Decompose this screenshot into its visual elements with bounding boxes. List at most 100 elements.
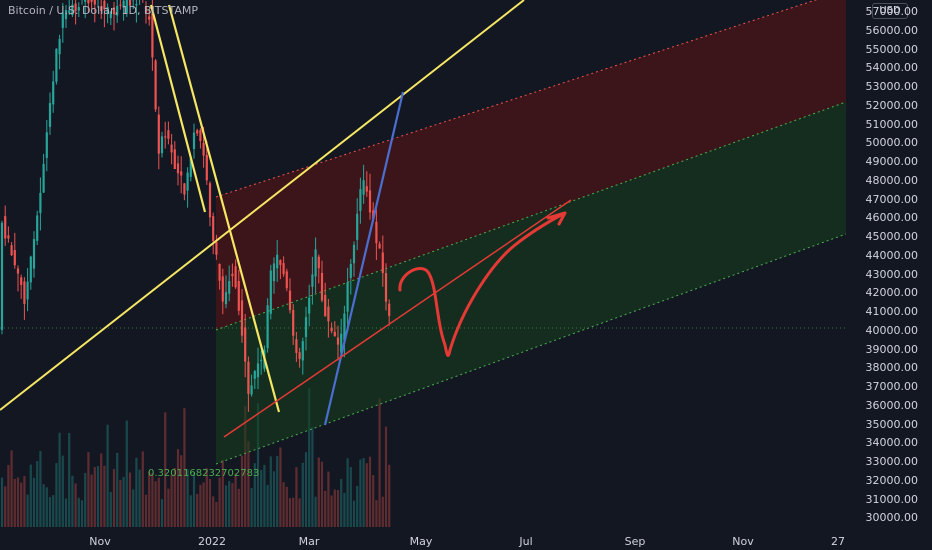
candle-body — [359, 189, 362, 211]
price-axis-label: 53000.00 — [865, 80, 919, 93]
price-axis-label: 37000.00 — [865, 380, 919, 393]
candle-body — [362, 180, 365, 195]
time-axis-label: 27 — [831, 535, 845, 548]
candle-body — [304, 317, 308, 337]
candle-body — [272, 263, 276, 282]
candle-body — [215, 241, 218, 255]
price-axis-label: 47000.00 — [865, 192, 919, 206]
price-axis-label: 55000.00 — [865, 42, 919, 56]
candle-body — [314, 249, 317, 277]
volume-bar — [256, 403, 260, 527]
price-axis-label: 44000.00 — [865, 248, 919, 262]
volume-bar — [29, 464, 32, 527]
candle-body — [186, 172, 189, 191]
candle-body — [311, 274, 314, 287]
candle-body — [151, 12, 154, 58]
candle-body — [368, 190, 372, 213]
time-axis-bg[interactable] — [0, 527, 846, 550]
volume-bar — [311, 427, 314, 527]
price-axis-label: 31000.00 — [865, 492, 919, 506]
candle-body — [343, 313, 346, 341]
volume-bar — [26, 494, 29, 527]
volume-bar — [154, 481, 157, 527]
price-axis-bg[interactable] — [846, 0, 932, 550]
volume-bar — [173, 467, 176, 527]
yellow-trendline-long — [0, 0, 525, 411]
volume-bar — [20, 482, 23, 527]
volume-bar — [202, 482, 205, 527]
price-axis-label: 49000.00 — [865, 155, 919, 168]
candle-body — [260, 359, 263, 362]
volume-bar — [68, 432, 71, 527]
volume-bar — [119, 479, 122, 527]
volume-bar — [244, 406, 247, 527]
volume-bar — [170, 474, 173, 527]
candle-body — [61, 12, 64, 28]
volume-bar — [167, 488, 170, 527]
price-axis-label: 43000.00 — [865, 267, 919, 281]
price-axis-label: 50000.00 — [865, 136, 919, 150]
volume-bar — [103, 465, 106, 527]
volume-bar — [100, 453, 103, 527]
volume-bar — [372, 475, 375, 527]
volume-bar — [301, 462, 304, 527]
volume-bar — [375, 500, 378, 527]
blue-trendline — [323, 91, 405, 426]
volume-bar — [141, 451, 144, 527]
volume-bar — [96, 466, 100, 527]
candle-body — [266, 305, 269, 349]
volume-bar — [125, 420, 128, 527]
volume-bar — [276, 456, 279, 527]
candle-body — [84, 0, 87, 2]
candle-body — [285, 271, 288, 289]
volume-bar — [279, 447, 282, 527]
candle-body — [228, 281, 231, 294]
volume-bar — [368, 456, 372, 527]
volume-bar — [240, 455, 244, 527]
candle-body — [352, 244, 356, 264]
candle-body — [167, 130, 170, 139]
volume-bar — [208, 478, 212, 527]
volume-bar — [234, 473, 237, 527]
candle-body — [247, 361, 250, 394]
candle-body — [205, 154, 208, 181]
volume-bar — [160, 499, 164, 527]
volume-bar — [343, 492, 346, 527]
candle-body — [164, 136, 167, 138]
price-axis-label: 48000.00 — [865, 173, 919, 187]
volume-bar — [269, 456, 272, 527]
lower-channel-fill — [216, 102, 846, 464]
candle-body — [301, 341, 304, 361]
price-axis-label: 51000.00 — [865, 117, 919, 131]
candle-body — [208, 183, 212, 218]
candle-body — [237, 281, 240, 311]
volume-bar — [218, 477, 221, 527]
volume-bar — [327, 471, 330, 527]
candle-body — [119, 4, 122, 6]
volume-bar — [260, 469, 263, 527]
volume-bar — [340, 478, 343, 527]
volume-bar — [221, 459, 224, 527]
candle-body — [288, 290, 292, 311]
volume-bar — [93, 467, 96, 527]
candle-body — [20, 277, 23, 285]
candle-body — [256, 363, 260, 378]
price-axis-label: 34000.00 — [865, 436, 919, 450]
candle-body — [388, 303, 391, 316]
candle-body — [135, 3, 138, 6]
volume-bar — [330, 495, 333, 527]
currency-button[interactable]: USD — [872, 3, 908, 19]
candle-body — [36, 215, 39, 241]
candle-body — [23, 281, 26, 304]
red-trendline — [223, 199, 572, 438]
volume-bar — [288, 498, 292, 527]
volume-bar — [352, 500, 356, 527]
volume-bar — [138, 469, 141, 527]
volume-bar — [381, 496, 384, 527]
volume-bar — [192, 472, 196, 527]
volume-bar — [112, 469, 116, 527]
volume-bar — [87, 452, 90, 527]
volume-bar — [109, 491, 112, 527]
volume-bar — [23, 476, 26, 527]
